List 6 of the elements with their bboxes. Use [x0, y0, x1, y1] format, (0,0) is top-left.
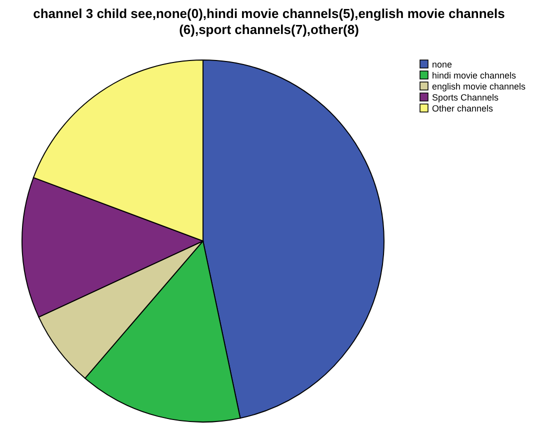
legend-label: none [432, 60, 452, 70]
chart-title: channel 3 child see,none(0),hindi movie channels(5),english movie channels (6),sport channels(7),other(8) [33, 6, 505, 37]
legend-label: Other channels [432, 104, 494, 114]
legend-label: Sports Channels [432, 92, 500, 102]
legend-label: hindi movie channels [432, 70, 517, 80]
legend-label: english movie channels [432, 82, 526, 92]
